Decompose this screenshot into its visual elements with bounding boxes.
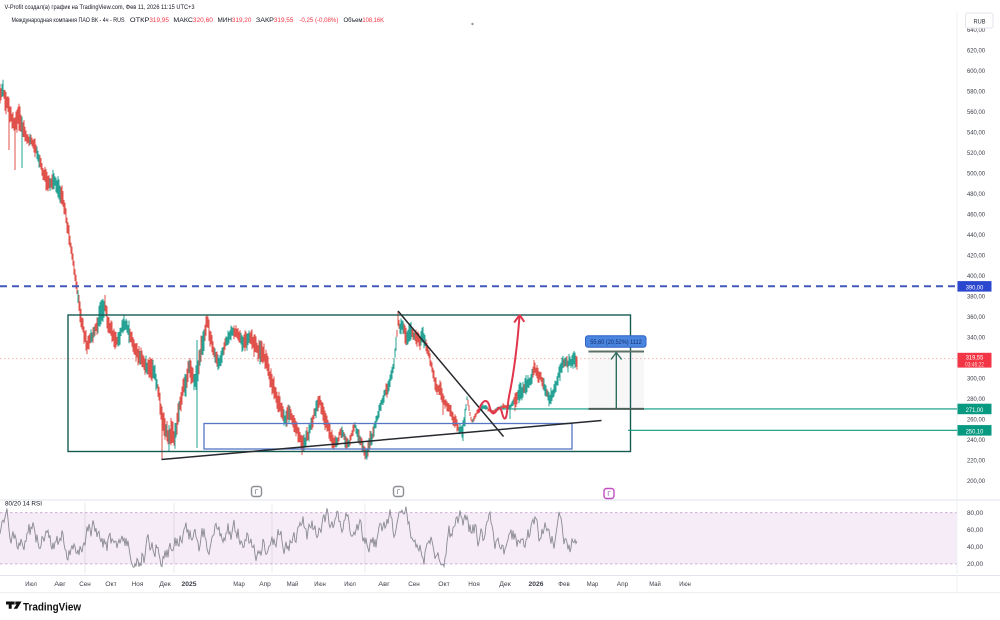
svg-text:Апр: Апр [617, 581, 629, 588]
svg-text:2026: 2026 [529, 581, 545, 588]
svg-text:03:46:22: 03:46:22 [965, 361, 984, 368]
svg-text:Июл: Июл [344, 581, 356, 588]
svg-text:360,00: 360,00 [967, 314, 985, 321]
svg-text:280,00: 280,00 [967, 396, 985, 403]
svg-text:319,55: 319,55 [274, 17, 294, 24]
svg-text:500,00: 500,00 [967, 170, 985, 177]
svg-text:ЗАКР: ЗАКР [256, 17, 274, 24]
svg-text:V-Profit создал(а) график на T: V-Profit создал(а) график на TradingView… [5, 4, 195, 11]
svg-text:200,00: 200,00 [967, 478, 985, 485]
svg-text:40,00: 40,00 [967, 544, 983, 551]
svg-text:2025: 2025 [182, 581, 198, 588]
svg-text:640,00: 640,00 [967, 27, 985, 34]
svg-text:600,00: 600,00 [967, 68, 985, 75]
svg-text:440,00: 440,00 [967, 232, 985, 239]
svg-text:108,16K: 108,16K [362, 17, 384, 24]
svg-text:480,00: 480,00 [967, 191, 985, 198]
svg-text:-0,25 (-0,08%): -0,25 (-0,08%) [299, 17, 338, 24]
svg-text:Г: Г [255, 490, 259, 496]
svg-text:80/20 14 RSI: 80/20 14 RSI [5, 501, 42, 508]
svg-text:Окт: Окт [105, 581, 117, 588]
svg-text:RUB: RUB [974, 19, 986, 26]
svg-text:Окт: Окт [438, 581, 450, 588]
svg-text:55,60 (20,52%) 1112: 55,60 (20,52%) 1112 [590, 339, 642, 346]
svg-text:390,00: 390,00 [966, 284, 984, 291]
svg-text:Авг: Авг [54, 581, 66, 588]
svg-text:Апр: Апр [259, 581, 271, 588]
svg-text:Июл: Июл [25, 581, 37, 588]
svg-text:Объем: Объем [344, 16, 363, 24]
svg-text:Дек: Дек [499, 581, 511, 588]
svg-text:460,00: 460,00 [967, 212, 985, 219]
svg-text:220,00: 220,00 [967, 458, 985, 465]
svg-text:Июн: Июн [679, 581, 691, 588]
svg-text:Авг: Авг [378, 581, 390, 588]
svg-text:380,00: 380,00 [967, 294, 985, 301]
svg-text:МИН: МИН [218, 17, 233, 24]
svg-text:Сен: Сен [79, 581, 91, 588]
svg-text:260,00: 260,00 [967, 417, 985, 424]
svg-text:Международная компания ПАО ВК: Международная компания ПАО ВК - 4ч - RUS [12, 17, 125, 24]
svg-text:319,20: 319,20 [232, 17, 252, 24]
svg-text:319,95: 319,95 [149, 17, 169, 24]
svg-text:271,00: 271,00 [966, 407, 984, 414]
svg-text:МАКС: МАКС [173, 17, 193, 24]
svg-text:Г: Г [397, 490, 401, 496]
svg-text:320,60: 320,60 [193, 17, 213, 24]
svg-text:Сен: Сен [408, 581, 420, 588]
svg-text:520,00: 520,00 [967, 150, 985, 157]
svg-text:340,00: 340,00 [967, 335, 985, 342]
svg-text:Г: Г [607, 492, 611, 498]
svg-text:Ноя: Ноя [468, 581, 480, 588]
svg-text:20,00: 20,00 [967, 561, 983, 568]
svg-text:TradingView: TradingView [23, 602, 81, 614]
svg-text:Фев: Фев [558, 581, 570, 588]
svg-text:250,10: 250,10 [966, 428, 984, 435]
svg-text:420,00: 420,00 [967, 253, 985, 260]
svg-text:240,00: 240,00 [967, 437, 985, 444]
svg-text:560,00: 560,00 [967, 109, 985, 116]
svg-text:620,00: 620,00 [967, 47, 985, 54]
svg-text:540,00: 540,00 [967, 129, 985, 136]
svg-text:Июн: Июн [314, 581, 326, 588]
svg-text:300,00: 300,00 [967, 376, 985, 383]
svg-text:Май: Май [649, 581, 661, 588]
svg-text:Дек: Дек [159, 581, 171, 588]
svg-text:580,00: 580,00 [967, 88, 985, 95]
svg-text:80,00: 80,00 [967, 510, 983, 517]
svg-text:Мар: Мар [587, 581, 599, 588]
svg-text:Ноя: Ноя [132, 581, 144, 588]
svg-text:Май: Май [287, 581, 299, 588]
svg-text:60,00: 60,00 [967, 527, 983, 534]
svg-text:319,55: 319,55 [966, 355, 984, 362]
svg-text:400,00: 400,00 [967, 273, 985, 280]
svg-text:ОТКР: ОТКР [130, 17, 150, 24]
svg-text:Мар: Мар [233, 581, 245, 588]
